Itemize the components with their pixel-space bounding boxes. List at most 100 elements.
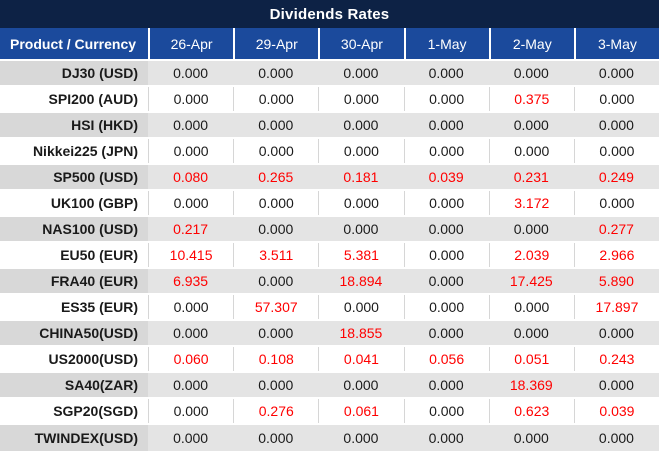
dividend-value: 0.000 <box>403 373 489 397</box>
dividend-value: 0.000 <box>318 61 404 85</box>
dividend-value: 0.000 <box>148 321 234 345</box>
dividend-value: 0.000 <box>573 321 659 345</box>
table-row: FRA40 (EUR) 6.935 0.000 18.894 0.000 17.425 5.… <box>0 269 659 295</box>
dividend-value: 0.061 <box>318 399 403 423</box>
table-row: HSI (HKD) 0.000 0.000 0.000 0.000 0.000 0.000 <box>0 113 659 139</box>
table-row: UK100 (GBP) 0.000 0.000 0.000 0.000 3.172 0.00… <box>0 191 659 217</box>
column-header-product-currency: Product / Currency <box>10 35 137 52</box>
dividend-value: 6.935 <box>148 269 234 293</box>
dividend-value: 0.000 <box>488 139 574 163</box>
dividend-value: 0.039 <box>573 399 659 423</box>
product-name: CHINA50(USD) <box>0 321 148 345</box>
dividend-value: 0.039 <box>403 165 489 189</box>
dividend-value: 0.000 <box>318 191 403 215</box>
dividend-value: 0.000 <box>148 191 233 215</box>
dividend-value: 0.000 <box>318 295 403 319</box>
product-name: SP500 (USD) <box>0 165 148 189</box>
dividend-value: 0.000 <box>403 295 489 319</box>
dividend-value: 0.000 <box>148 113 234 137</box>
product-name: FRA40 (EUR) <box>0 269 148 293</box>
dividend-value: 0.000 <box>403 217 489 241</box>
dividend-value: 0.000 <box>148 87 233 111</box>
dividend-value: 0.000 <box>488 113 574 137</box>
dividend-value: 5.381 <box>318 243 403 267</box>
dividend-value: 0.051 <box>488 347 574 371</box>
dividend-value: 0.000 <box>318 425 404 451</box>
column-header-date: 1-May <box>403 28 489 59</box>
dividend-value: 18.894 <box>318 269 404 293</box>
column-header-date: 26-Apr <box>148 28 233 59</box>
dividend-value: 0.000 <box>318 87 403 111</box>
product-name: SA40(ZAR) <box>0 373 148 397</box>
dividend-value: 0.000 <box>573 191 659 215</box>
product-name: NAS100 (USD) <box>0 217 148 241</box>
dividend-value: 0.000 <box>488 321 574 345</box>
dividend-value: 0.056 <box>403 347 489 371</box>
column-header-date: 29-Apr <box>233 28 318 59</box>
dividend-value: 0.000 <box>573 139 659 163</box>
dividend-value: 0.375 <box>488 87 574 111</box>
dividend-value: 0.000 <box>488 217 574 241</box>
dividend-value: 17.897 <box>573 295 659 319</box>
dividend-value: 0.000 <box>403 113 489 137</box>
dividend-value: 0.181 <box>318 165 404 189</box>
dividend-value: 3.511 <box>233 243 318 267</box>
column-header-date: 2-May <box>488 28 574 59</box>
dividend-value: 0.000 <box>148 425 234 451</box>
product-name: EU50 (EUR) <box>60 247 138 263</box>
dividend-value: 18.855 <box>318 321 404 345</box>
dividend-value: 0.108 <box>233 347 318 371</box>
dividend-value: 0.060 <box>148 347 233 371</box>
dividend-value: 0.000 <box>233 321 319 345</box>
table-row: ES35 (EUR) 0.000 57.307 0.000 0.000 0.000 17.8… <box>0 295 659 321</box>
dividend-value: 0.000 <box>403 87 489 111</box>
dividend-value: 0.000 <box>233 61 319 85</box>
dividend-value: 0.000 <box>488 425 574 451</box>
dividend-value: 0.000 <box>403 243 489 267</box>
product-name: US2000(USD) <box>48 351 138 367</box>
dividend-value: 0.000 <box>318 139 403 163</box>
dividend-value: 0.249 <box>573 165 659 189</box>
dividend-value: 0.000 <box>233 87 318 111</box>
dividend-value: 0.000 <box>403 139 489 163</box>
product-name: TWINDEX(USD) <box>0 425 148 451</box>
dividend-value: 0.000 <box>403 61 489 85</box>
table-row: US2000(USD) 0.060 0.108 0.041 0.056 0.051 0.24… <box>0 347 659 373</box>
table-row: SP500 (USD) 0.080 0.265 0.181 0.039 0.231 0.24… <box>0 165 659 191</box>
table-header-row: Product / Currency 26-Apr 29-Apr 30-Apr … <box>0 28 659 61</box>
table-row: DJ30 (USD) 0.000 0.000 0.000 0.000 0.000 0.000 <box>0 61 659 87</box>
dividend-value: 0.000 <box>573 425 659 451</box>
dividend-value: 0.265 <box>233 165 319 189</box>
table-row: SGP20(SGD) 0.000 0.276 0.061 0.000 0.623 0.039 <box>0 399 659 425</box>
dividend-value: 0.000 <box>403 269 489 293</box>
dividend-value: 0.000 <box>403 425 489 451</box>
dividend-value: 0.243 <box>573 347 659 371</box>
dividend-value: 0.000 <box>318 217 404 241</box>
panel-title-text: Dividends Rates <box>269 5 390 23</box>
table-row: EU50 (EUR) 10.415 3.511 5.381 0.000 2.039 2.96… <box>0 243 659 269</box>
dividend-value: 0.277 <box>573 217 659 241</box>
dividend-value: 0.000 <box>233 139 318 163</box>
dividend-value: 2.966 <box>573 243 659 267</box>
table-row: Nikkei225 (JPN) 0.000 0.000 0.000 0.000 0.000… <box>0 139 659 165</box>
dividend-value: 18.369 <box>488 373 574 397</box>
column-header-date: 3-May <box>573 28 659 59</box>
dividend-value: 0.000 <box>233 269 319 293</box>
dividend-value: 0.217 <box>148 217 234 241</box>
product-name: HSI (HKD) <box>0 113 148 137</box>
table-row: NAS100 (USD) 0.217 0.000 0.000 0.000 0.000 0.2… <box>0 217 659 243</box>
dividend-value: 0.623 <box>488 399 574 423</box>
dividend-value: 0.000 <box>148 61 234 85</box>
dividend-value: 0.000 <box>148 373 234 397</box>
dividend-value: 57.307 <box>233 295 318 319</box>
dividend-value: 0.231 <box>488 165 574 189</box>
product-name: SPI200 (AUD) <box>48 91 138 107</box>
dividend-value: 0.000 <box>573 113 659 137</box>
table-row: SA40(ZAR) 0.000 0.000 0.000 0.000 18.369 0.000 <box>0 373 659 399</box>
product-name: DJ30 (USD) <box>0 61 148 85</box>
table-body: DJ30 (USD) 0.000 0.000 0.000 0.000 0.000 0.000… <box>0 61 659 451</box>
dividend-value: 0.000 <box>403 321 489 345</box>
product-name: UK100 (GBP) <box>50 195 138 211</box>
dividend-value: 0.000 <box>148 399 233 423</box>
dividend-value: 0.000 <box>148 295 233 319</box>
